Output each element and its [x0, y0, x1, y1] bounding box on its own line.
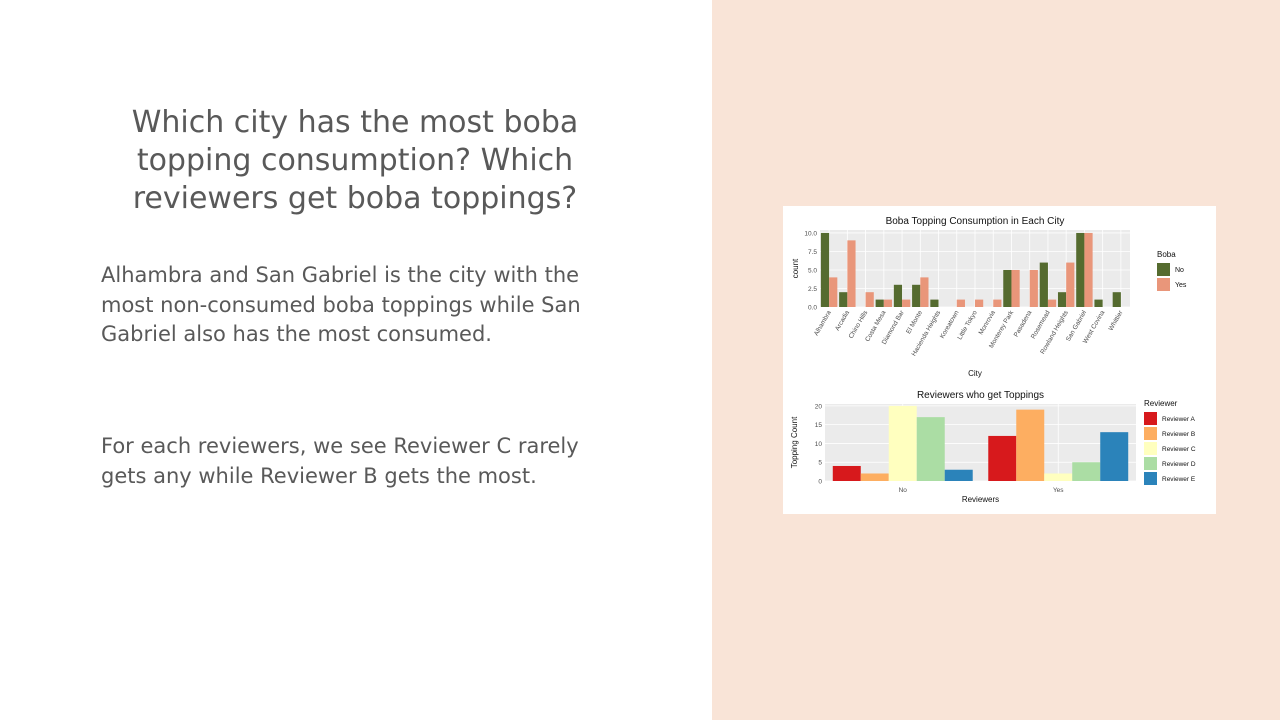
chart2-legend-label: Reviewer C [1162, 446, 1196, 453]
charts-figure: 0.0 2.5 5.0 7.5 10.0 Alhambra Arcadia Chino Hil… [783, 206, 1216, 514]
chart2-bar [832, 465, 861, 481]
chart1-legend-label: Yes [1175, 282, 1187, 289]
chart1-bar [930, 299, 939, 307]
chart1-legend-title: Boba [1157, 250, 1176, 259]
slide-title: Which city has the most boba topping con… [131, 105, 579, 216]
chart1-ytick-label: 0.0 [808, 305, 817, 312]
chart1-bar [847, 240, 856, 307]
chart1-bar [829, 277, 838, 307]
chart1-bar [975, 299, 984, 307]
chart2-bar [1016, 409, 1045, 481]
chart1-ytick-label: 5.0 [808, 267, 817, 274]
chart1-bar [1066, 262, 1075, 307]
chart1-bar [839, 292, 848, 307]
chart1-bar [865, 292, 874, 307]
paragraph-reviewer-finding: For each reviewers, we see Reviewer C ra… [101, 434, 579, 488]
chart2-ytick-label: 15 [815, 422, 823, 429]
chart1-bar [1057, 292, 1067, 307]
chart1-legend-key [1157, 278, 1170, 291]
chart2-bar [916, 417, 945, 481]
chart2-ytick-label: 10 [815, 441, 823, 448]
chart2-ytick-label: 5 [818, 460, 822, 467]
chart2-legend-key [1144, 427, 1157, 440]
chart1-bar [920, 277, 929, 307]
chart1-xtick-label: Alhambra [813, 309, 833, 337]
chart1-xlabel: City [968, 369, 982, 378]
chart2-legend-label: Reviewer D [1162, 461, 1196, 468]
chart1-xtick-label: Arcadia [834, 309, 851, 332]
chart2-legend-key [1144, 412, 1157, 425]
chart2-xtick-label: No [899, 487, 908, 494]
chart1-ylabel: count [791, 258, 800, 278]
chart2-bar [860, 473, 889, 481]
chart2-ylabel: Topping Count [790, 416, 799, 468]
chart1-bar [1029, 269, 1038, 307]
chart2-bar [944, 469, 973, 481]
chart1-legend-key [1157, 263, 1170, 276]
chart1-bar [820, 232, 830, 307]
chart1-bar [1112, 292, 1121, 307]
chart1-bar [893, 284, 903, 307]
chart1-xtick-label: El Monte [905, 309, 924, 335]
chart2-legend-key [1144, 442, 1157, 455]
chart2-bar [888, 405, 917, 481]
chart1-bar [956, 299, 965, 307]
chart2-bar [988, 435, 1017, 481]
chart1-bar [902, 299, 911, 307]
chart2-bar [1100, 432, 1129, 481]
chart2-legend-label: Reviewer E [1162, 476, 1196, 483]
chart2-xtick-label: Yes [1053, 487, 1064, 494]
chart1-bar [1039, 262, 1048, 307]
chart1-ytick-label: 7.5 [808, 249, 817, 256]
chart1-bar [875, 299, 884, 307]
chart2-legend-key [1144, 457, 1157, 470]
chart1-bar [1076, 232, 1085, 307]
chart2-title: Reviewers who get Toppings [917, 390, 1044, 401]
chart2-ytick-label: 0 [818, 479, 822, 486]
chart1-ytick-label: 10.0 [804, 230, 817, 237]
paragraph-city-finding: Alhambra and San Gabriel is the city wit… [101, 263, 581, 346]
chart1-xtick-label: Monrovia [978, 309, 998, 336]
chart2-legend-title: Reviewer [1144, 399, 1178, 408]
chart2-legend-key [1144, 472, 1157, 485]
chart1-bar [1011, 269, 1020, 307]
chart2-xlabel: Reviewers [962, 495, 999, 504]
chart2-ytick-label: 20 [815, 403, 823, 410]
chart1-xtick-label: Whittier [1108, 309, 1125, 332]
chart2-legend-label: Reviewer B [1162, 431, 1195, 438]
chart1-legend-label: No [1175, 267, 1184, 274]
chart1-title: Boba Topping Consumption in Each City [886, 216, 1065, 227]
chart1-bar [1084, 232, 1093, 307]
chart1-bar [912, 284, 921, 307]
text-panel: Which city has the most boba topping con… [101, 105, 581, 488]
chart1-bar [993, 299, 1002, 307]
chart1-bar [1094, 299, 1103, 307]
chart1-bar [883, 299, 893, 307]
chart1-bar [1047, 299, 1057, 307]
chart2-bar [1072, 462, 1101, 481]
chart2-bar [1044, 473, 1073, 481]
chart1-ytick-label: 2.5 [808, 286, 817, 293]
chart2-legend-label: Reviewer A [1162, 416, 1196, 423]
chart1-bar [1003, 269, 1012, 307]
